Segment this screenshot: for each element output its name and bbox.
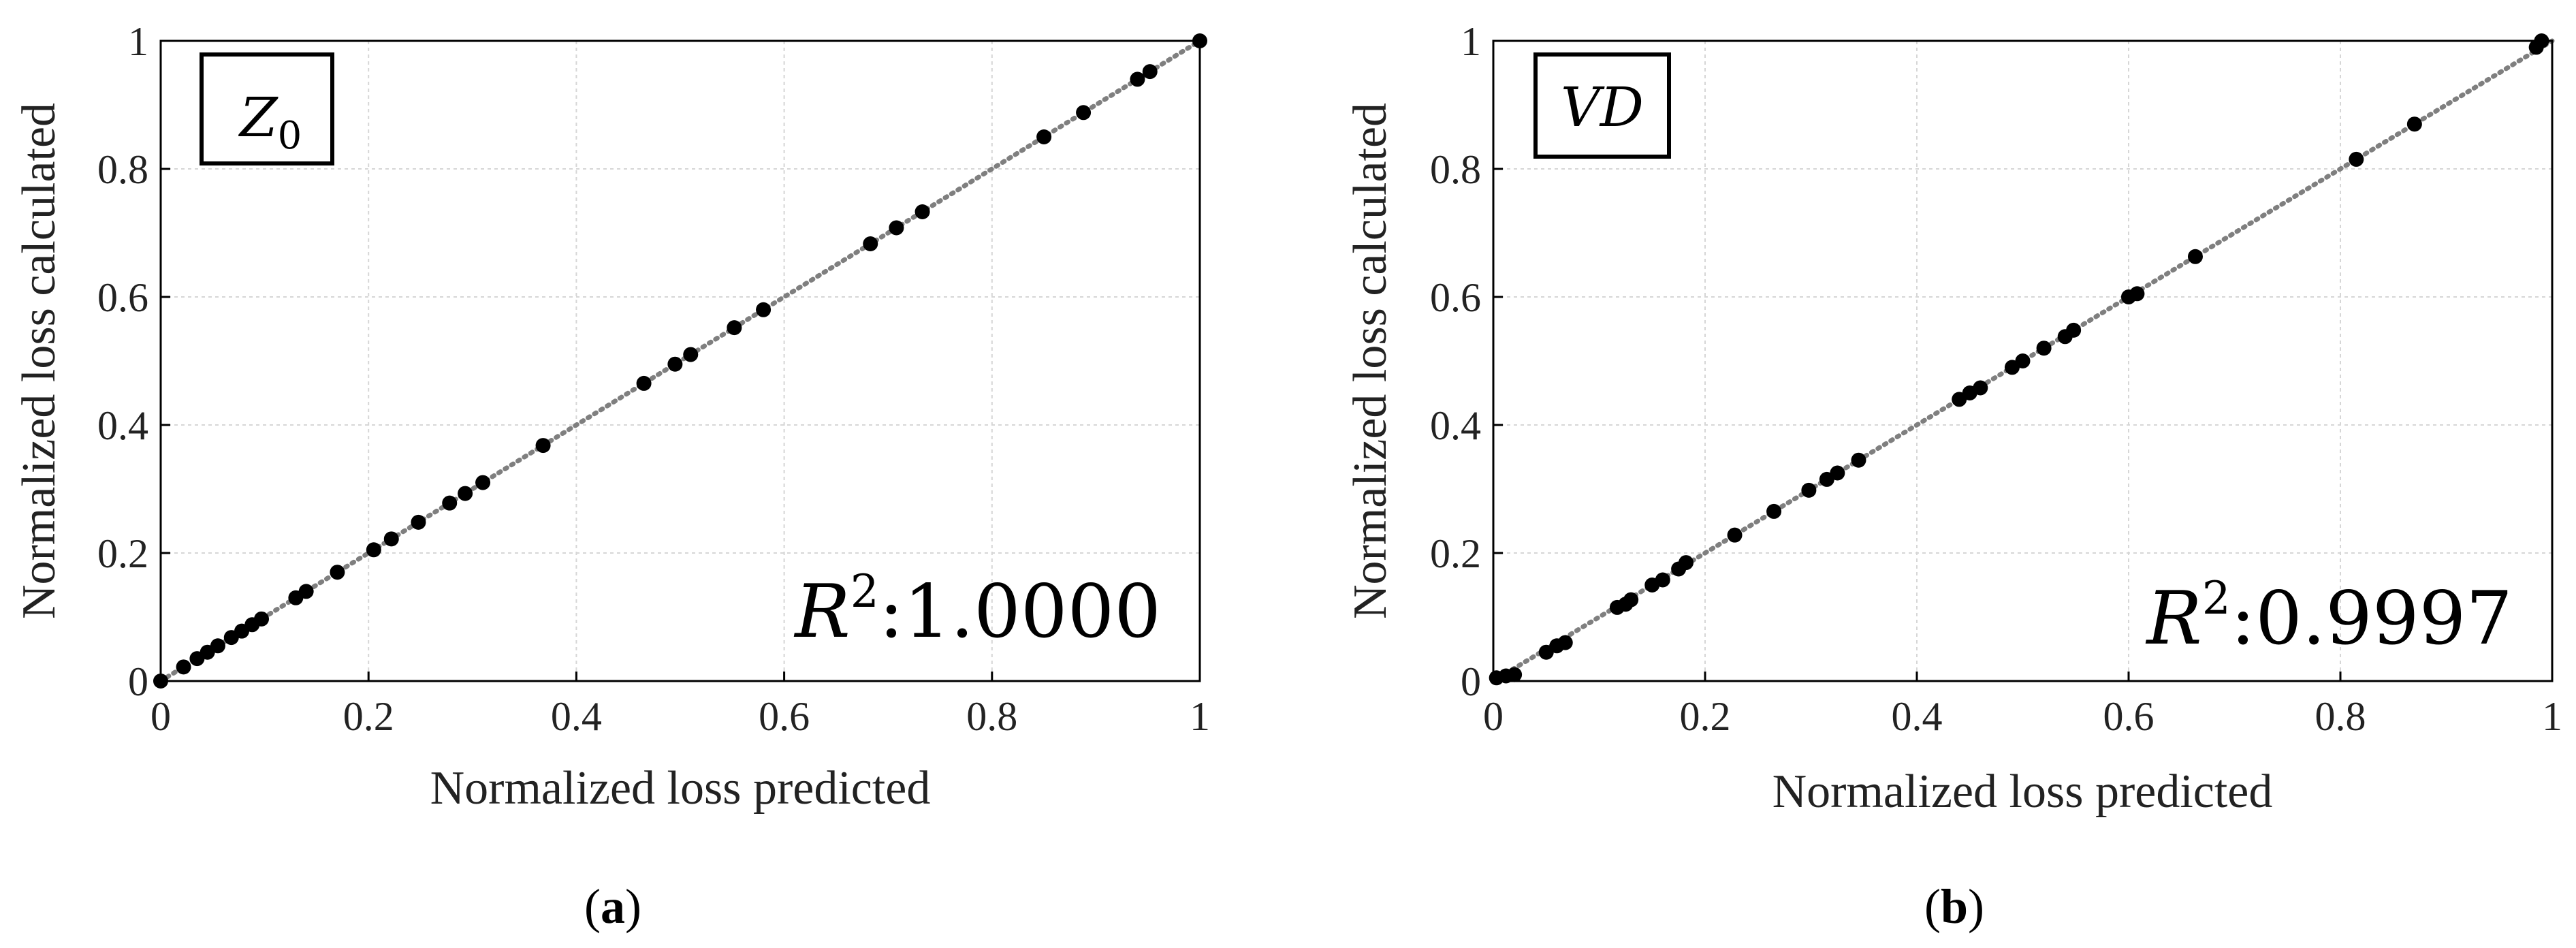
data-point-a [366,542,381,558]
legend-label-a: Z0 [238,86,302,158]
points-b [1489,33,2549,686]
x-axis-label-b: Normalized loss predicted [1772,765,2273,818]
axes-frame-a [159,40,1201,682]
x-tick-label-a: 1 [1190,694,1210,739]
data-point-a [475,475,491,490]
panel-caption-b: (b) [1924,879,1984,934]
y-tick-label-a: 0.8 [97,147,148,192]
x-tick-label-b: 0.6 [2103,694,2154,739]
data-point-a [1142,64,1158,80]
data-point-a [298,584,314,599]
data-point-b [2349,151,2364,167]
data-point-a [176,659,191,675]
y-ticks-b: 0 0.2 0.4 0.6 0.8 1 [1430,19,1503,704]
data-point-b [2187,249,2203,264]
y-axis-label-b: Normalized loss calculated [1344,103,1397,619]
y-tick-label-b: 0.2 [1430,531,1481,576]
x-tick-label-a: 0.6 [759,694,810,739]
data-point-b [2129,286,2145,302]
data-point-b [2036,341,2052,356]
data-point-a [442,495,458,511]
x-ticks-b: 0 0.2 0.4 0.6 0.8 1 [1483,672,2562,739]
x-tick-label-b: 0.8 [2315,694,2366,739]
data-point-a [1036,129,1052,144]
data-point-b [1766,503,1782,519]
data-point-b [1557,635,1573,650]
data-point-a [383,531,399,547]
x-tick-label-a: 0.4 [551,694,602,739]
chart-panel-a: 0 0.2 0.4 0.6 0.8 1 0 0.2 0.4 0.6 0.8 1 Normalized… [13,19,1210,815]
y-tick-label-b: 0.6 [1430,275,1481,320]
x-axis-label-a: Normalized loss predicted [430,762,931,815]
y-tick-label-b: 0 [1461,659,1481,704]
data-point-b [1507,667,1523,682]
y-tick-label-b: 0.8 [1430,147,1481,192]
y-ticks-a: 0 0.2 0.4 0.6 0.8 1 [97,19,170,704]
y-tick-label-a: 1 [128,19,148,64]
x-tick-label-b: 0.2 [1680,694,1731,739]
r2-annotation-a: R2:1.0000 [793,565,1161,654]
data-point-b [1973,380,1988,396]
data-point-a [683,347,699,362]
data-point-b [1623,592,1639,607]
data-point-a [667,356,683,372]
data-point-a [458,486,473,501]
data-point-b [2066,322,2082,338]
y-tick-label-b: 1 [1461,19,1481,64]
axes-frame-b [1492,40,2554,682]
panel-caption-a: (a) [584,879,641,934]
data-point-a [889,220,904,236]
data-point-b [1830,465,1845,481]
data-point-a [411,514,426,530]
y-axis-label-a: Normalized loss calculated [13,103,65,619]
data-point-b [1727,527,1743,543]
data-point-b [1679,555,1694,571]
data-point-a [254,611,270,627]
data-point-a [863,236,878,251]
data-point-a [1130,72,1145,87]
x-ticks-a: 0 0.2 0.4 0.6 0.8 1 [150,672,1210,739]
y-tick-label-a: 0.4 [97,403,148,448]
points-a [153,33,1207,689]
y-tick-label-a: 0.6 [97,275,148,320]
y-tick-label-a: 0.2 [97,531,148,576]
legend-box-a [200,52,334,165]
x-tick-label-a: 0.2 [343,694,394,739]
legend-label-b: VD [1561,76,1644,139]
data-point-a [210,638,225,654]
r2-annotation-b: R2:0.9997 [2145,572,2513,661]
data-point-b [2015,353,2031,368]
data-point-b [1801,482,1817,498]
data-point-a [915,204,930,219]
data-point-a [330,565,345,580]
fit-line-b [1491,38,2555,684]
chart-panel-b: 0 0.2 0.4 0.6 0.8 1 0 0.2 0.4 0.6 0.8 1 Normalized… [1344,19,2562,818]
y-tick-label-b: 0.4 [1430,403,1481,448]
x-tick-label-b: 0.4 [1892,694,1943,739]
data-point-a [535,438,551,454]
legend-box-b [1533,52,1671,159]
y-tick-label-a: 0 [128,659,148,704]
x-tick-label-a: 0.8 [966,694,1017,739]
data-point-a [636,375,652,391]
x-tick-label-a: 0 [150,694,171,739]
data-point-a [756,302,772,317]
data-point-a [1076,105,1092,121]
x-tick-label-b: 0 [1483,694,1504,739]
x-tick-label-b: 1 [2542,694,2562,739]
data-point-b [1851,452,1866,468]
data-point-b [2406,116,2422,132]
data-point-a [727,320,742,336]
data-point-b [1655,572,1670,588]
